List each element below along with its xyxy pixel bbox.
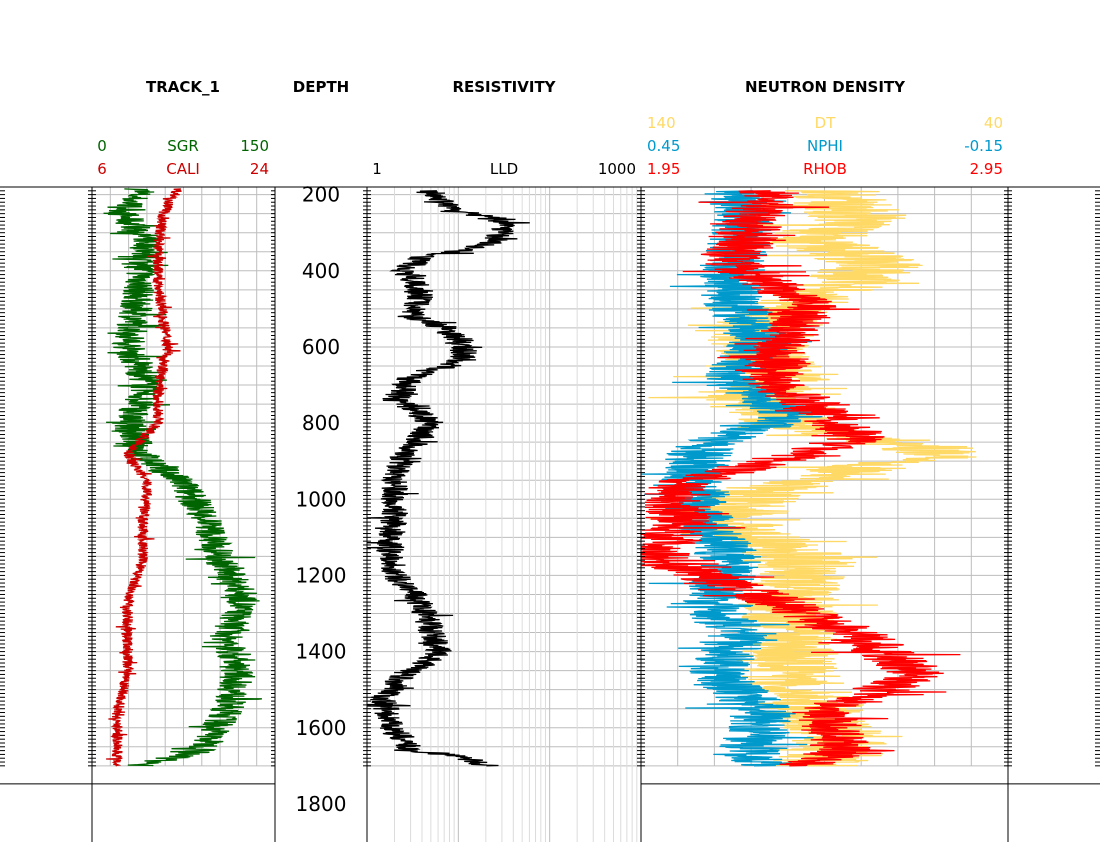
depth-tick-label: 1600 (296, 716, 347, 740)
curve-layer (103, 188, 977, 767)
rhob-scale-max: 2.95 (970, 160, 1003, 178)
nphi-scale-max: -0.15 (964, 137, 1003, 155)
track-title-resistivity: RESISTIVITY (452, 78, 556, 96)
cali-curve-name: CALI (166, 160, 200, 178)
dt-scale-max: 40 (984, 114, 1003, 132)
depth-tick-label: 800 (302, 411, 340, 435)
rhob-curve-name: RHOB (803, 160, 847, 178)
lld-curve (366, 190, 530, 767)
cali-scale-min: 6 (97, 160, 107, 178)
track-title-neutron-density: NEUTRON DENSITY (745, 78, 906, 96)
track-title-depth: DEPTH (293, 78, 349, 96)
track-title-track1: TRACK_1 (146, 78, 220, 96)
rhob-curve (640, 190, 961, 767)
track-frames (0, 186, 1100, 842)
depth-tick-label: 1200 (296, 563, 347, 587)
dt-scale-min: 140 (647, 114, 676, 132)
depth-tick-label: 400 (302, 259, 340, 283)
nphi-scale-min: 0.45 (647, 137, 680, 155)
depth-axis: 200 400 600 800 1000 1200 1400 1600 1800 (296, 183, 347, 816)
lld-scale-max: 1000 (598, 160, 636, 178)
sgr-scale-max: 150 (240, 137, 269, 155)
lld-scale-min: 1 (372, 160, 382, 178)
depth-tick-label: 600 (302, 335, 340, 359)
rhob-scale-min: 1.95 (647, 160, 680, 178)
depth-tick-label: 1000 (296, 487, 347, 511)
sgr-curve-name: SGR (167, 137, 199, 155)
depth-tick-label: 1400 (296, 640, 347, 664)
cali-curve (106, 188, 182, 767)
cali-scale-max: 24 (250, 160, 269, 178)
depth-tick-label: 200 (302, 183, 340, 207)
dt-curve-name: DT (815, 114, 837, 132)
sgr-scale-min: 0 (97, 137, 107, 155)
dt-curve (648, 190, 977, 767)
nphi-curve-name: NPHI (807, 137, 843, 155)
lld-curve-name: LLD (490, 160, 518, 178)
depth-tick-label: 1800 (296, 792, 347, 816)
sgr-curve (103, 188, 262, 767)
